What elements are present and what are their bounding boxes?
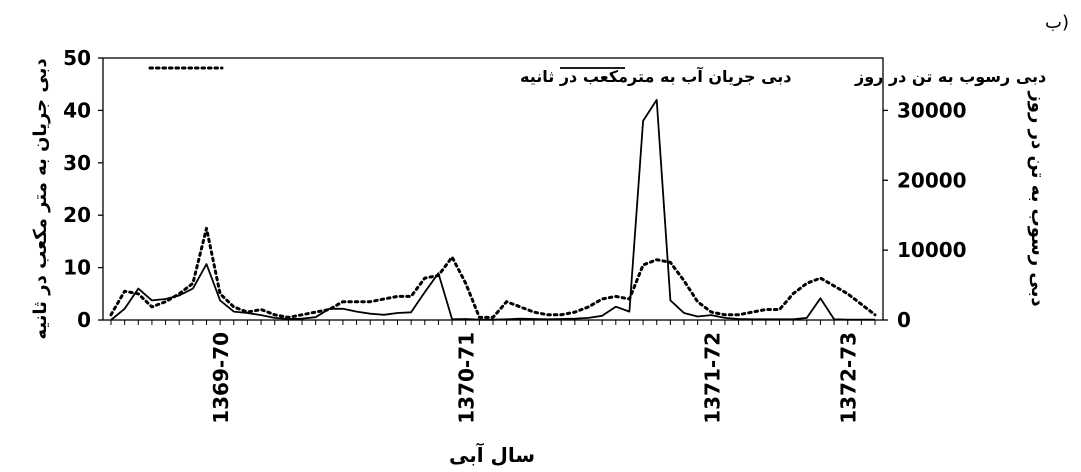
left-y-tick-label: 10: [63, 256, 91, 280]
legend-sediment-label: دبی رسوب به تن در روز: [854, 67, 1046, 86]
right-y-tick-label: 10000: [897, 238, 967, 262]
left-y-axis: 0 10 20 30 40 50: [63, 46, 103, 332]
right-y-axis-title: دبی رسوب به تن در روز: [1027, 90, 1048, 306]
x-tick-label: 1372-73: [837, 332, 861, 424]
right-y-tick-label: 20000: [897, 168, 967, 192]
water-flow-line: [109, 226, 877, 319]
left-y-tick-label: 40: [63, 98, 91, 122]
legend: دبی رسوب به تن در روز دبی جریان آب به مت…: [148, 66, 1046, 86]
left-y-tick-label: 20: [63, 203, 91, 227]
x-tick-label: 1371-72: [700, 332, 724, 424]
panel-label: ب): [1045, 12, 1069, 33]
left-y-tick-label: 50: [63, 46, 91, 70]
left-y-tick-label: 0: [77, 308, 91, 332]
left-y-tick-label: 30: [63, 151, 91, 175]
right-y-tick-label: 0: [897, 308, 911, 332]
legend-water-flow-label: دبی جریان آب به مترمکعب در ثانیه: [520, 66, 792, 86]
plot-frame: [102, 57, 884, 321]
series-layer: [109, 99, 877, 321]
x-axis-title: سال آبی: [449, 442, 535, 467]
x-tick-label: 1369-70: [209, 332, 233, 424]
left-y-axis-title: دبی جریان به متر مکعب در ثانیه: [30, 58, 51, 339]
x-axis: 1369-70 1370-71 1371-72 1372-73: [110, 320, 876, 424]
x-tick-label: 1370-71: [455, 332, 479, 424]
right-y-axis: 0 10000 20000 30000: [883, 98, 967, 332]
plot-border: [102, 57, 884, 321]
sediment-flow-line: [110, 99, 875, 321]
right-y-tick-label: 30000: [897, 98, 967, 122]
